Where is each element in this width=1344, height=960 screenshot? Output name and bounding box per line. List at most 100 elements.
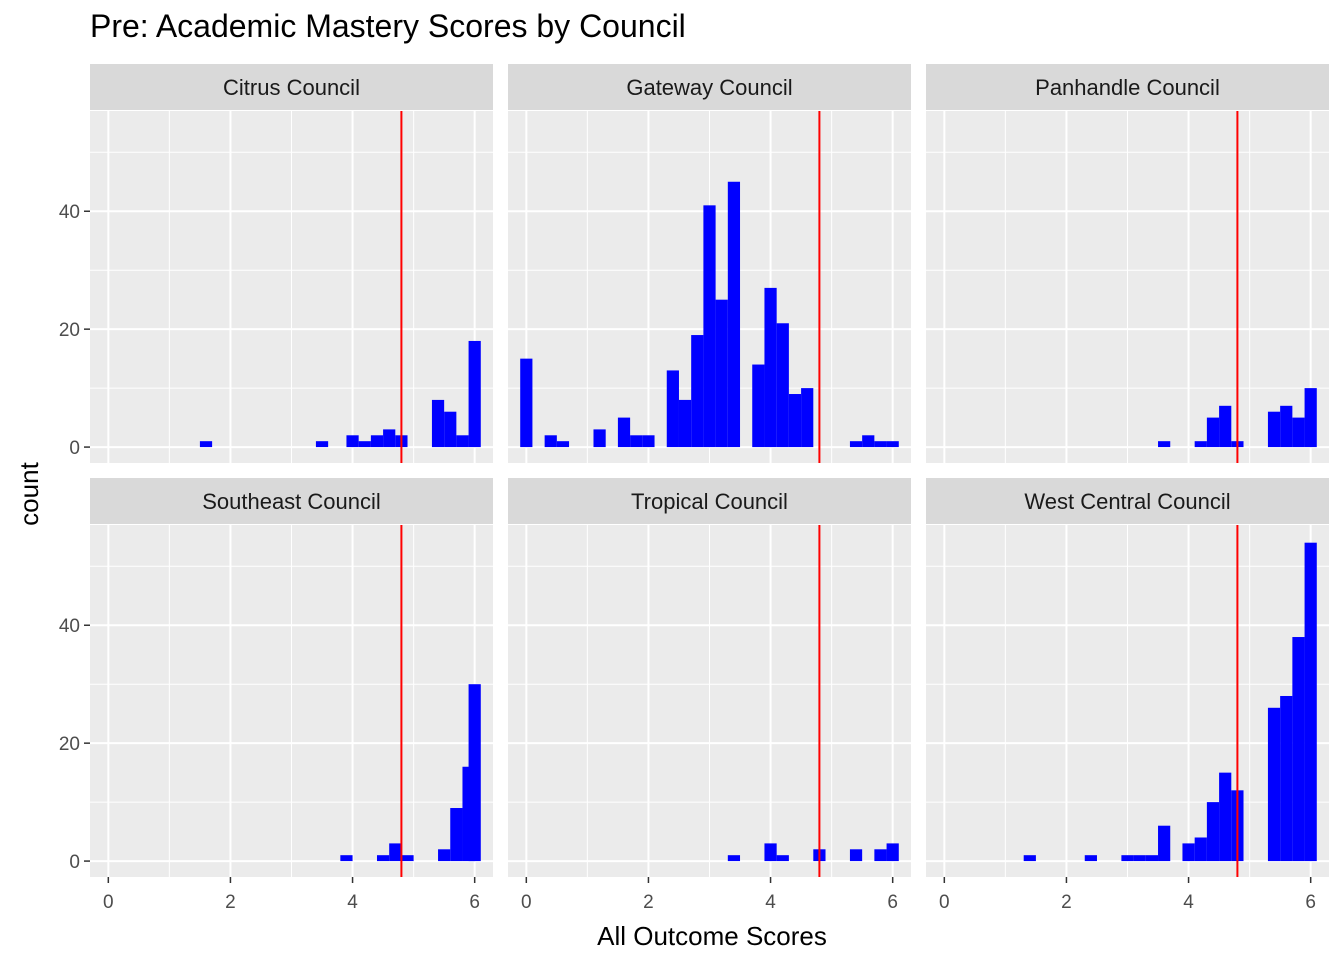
facet-label: Tropical Council bbox=[631, 489, 788, 514]
histogram-bar bbox=[1267, 411, 1281, 448]
histogram-bar bbox=[1023, 855, 1036, 862]
histogram-bar bbox=[1219, 772, 1232, 862]
histogram-bar bbox=[370, 435, 384, 448]
histogram-bar bbox=[346, 435, 359, 448]
facet-strip bbox=[926, 64, 1329, 110]
facet-strip bbox=[508, 478, 911, 524]
histogram-bar bbox=[617, 417, 631, 448]
facet-label: Gateway Council bbox=[626, 75, 792, 100]
histogram-bar bbox=[1158, 825, 1171, 862]
histogram-bar bbox=[1304, 542, 1317, 862]
x-tick-label: 4 bbox=[347, 892, 358, 913]
histogram-bar bbox=[764, 287, 777, 448]
histogram-bar bbox=[849, 441, 863, 448]
histogram-bar bbox=[886, 843, 899, 862]
histogram-bar bbox=[727, 181, 741, 448]
x-tick-label: 2 bbox=[643, 892, 654, 913]
histogram-bar bbox=[401, 855, 414, 862]
histogram-bar bbox=[788, 394, 802, 448]
histogram-bar bbox=[678, 399, 692, 448]
panel-panhandle-council: Panhandle Council bbox=[926, 64, 1329, 463]
histogram-bar bbox=[1219, 405, 1232, 448]
histogram-bar bbox=[389, 843, 402, 862]
histogram-bar bbox=[376, 855, 390, 862]
histogram-bar bbox=[1206, 417, 1220, 448]
histogram-bar bbox=[468, 684, 481, 862]
panel-tropical-council: Tropical Council 0 2 4 6 bbox=[508, 478, 911, 913]
panel-southeast-council: Southeast Council 0 20 40 0 2 4 6 bbox=[59, 478, 493, 913]
histogram-bar bbox=[340, 855, 353, 862]
x-tick-label: 6 bbox=[469, 892, 480, 913]
histogram-bar bbox=[1292, 417, 1305, 448]
histogram-bar bbox=[1121, 855, 1134, 862]
histogram-bar bbox=[1145, 855, 1159, 862]
histogram-bar bbox=[1133, 855, 1146, 862]
histogram-bar bbox=[431, 399, 445, 448]
x-tick-label: 0 bbox=[939, 892, 950, 913]
histogram-bar bbox=[1292, 637, 1305, 862]
facet-strip bbox=[508, 64, 911, 110]
histogram-bar bbox=[1084, 855, 1097, 862]
histogram-bar bbox=[630, 435, 643, 448]
x-tick-label: 4 bbox=[1183, 892, 1194, 913]
histogram-bar bbox=[727, 855, 741, 862]
histogram-bar bbox=[642, 435, 655, 448]
histogram-bar bbox=[1194, 441, 1207, 448]
chart-title: Pre: Academic Mastery Scores by Council bbox=[90, 8, 686, 44]
facet-strip bbox=[90, 478, 493, 524]
facet-strip bbox=[90, 64, 493, 110]
histogram-bar bbox=[438, 849, 451, 862]
histogram-bar bbox=[1158, 441, 1171, 448]
histogram-bar bbox=[764, 843, 777, 862]
panel-gateway-council: Gateway Council bbox=[508, 64, 911, 463]
y-tick-label: 0 bbox=[69, 852, 80, 873]
histogram-bar bbox=[776, 855, 789, 862]
histogram-bar bbox=[874, 849, 887, 862]
histogram-bar bbox=[444, 411, 457, 448]
x-axis-title: All Outcome Scores bbox=[597, 921, 827, 951]
y-axis-title: count bbox=[14, 461, 44, 525]
histogram-bar bbox=[703, 205, 716, 448]
histogram-bar bbox=[776, 323, 789, 448]
facet-label: Southeast Council bbox=[202, 489, 381, 514]
histogram-bar bbox=[450, 808, 463, 862]
y-tick-label: 20 bbox=[59, 734, 80, 755]
facet-label: Citrus Council bbox=[223, 75, 360, 100]
y-tick-label: 40 bbox=[59, 616, 80, 637]
histogram-bar bbox=[358, 441, 371, 448]
x-tick-label: 2 bbox=[225, 892, 236, 913]
histogram-bar bbox=[801, 388, 814, 448]
histogram-bar bbox=[715, 299, 728, 448]
histogram-bar bbox=[544, 435, 557, 448]
x-tick-label: 6 bbox=[1305, 892, 1316, 913]
histogram-bar bbox=[1280, 695, 1293, 862]
histogram-bar bbox=[456, 435, 469, 448]
facet-label: Panhandle Council bbox=[1035, 75, 1220, 100]
facet-strip bbox=[926, 478, 1329, 524]
histogram-bar bbox=[862, 435, 875, 448]
facet-label: West Central Council bbox=[1024, 489, 1230, 514]
y-tick-label: 0 bbox=[69, 438, 80, 459]
x-tick-label: 6 bbox=[887, 892, 898, 913]
histogram-bar bbox=[468, 340, 481, 448]
histogram-bar bbox=[556, 441, 570, 448]
histogram-bar bbox=[874, 441, 887, 448]
histogram-bar bbox=[691, 335, 704, 448]
histogram-bar bbox=[849, 849, 863, 862]
histogram-bar bbox=[520, 358, 533, 448]
y-tick-label: 20 bbox=[59, 320, 80, 341]
histogram-bar bbox=[886, 441, 899, 448]
histogram-bar bbox=[1280, 405, 1293, 448]
histogram-bar bbox=[383, 429, 396, 448]
x-tick-label: 0 bbox=[103, 892, 114, 913]
histogram-bar bbox=[752, 364, 765, 448]
histogram-bar bbox=[315, 441, 329, 448]
histogram-bar bbox=[1267, 707, 1281, 862]
y-tick-label: 40 bbox=[59, 202, 80, 223]
histogram-bar bbox=[593, 429, 606, 448]
x-tick-label: 4 bbox=[765, 892, 776, 913]
histogram-bar bbox=[666, 370, 679, 448]
x-tick-label: 2 bbox=[1061, 892, 1072, 913]
x-tick-label: 0 bbox=[521, 892, 532, 913]
